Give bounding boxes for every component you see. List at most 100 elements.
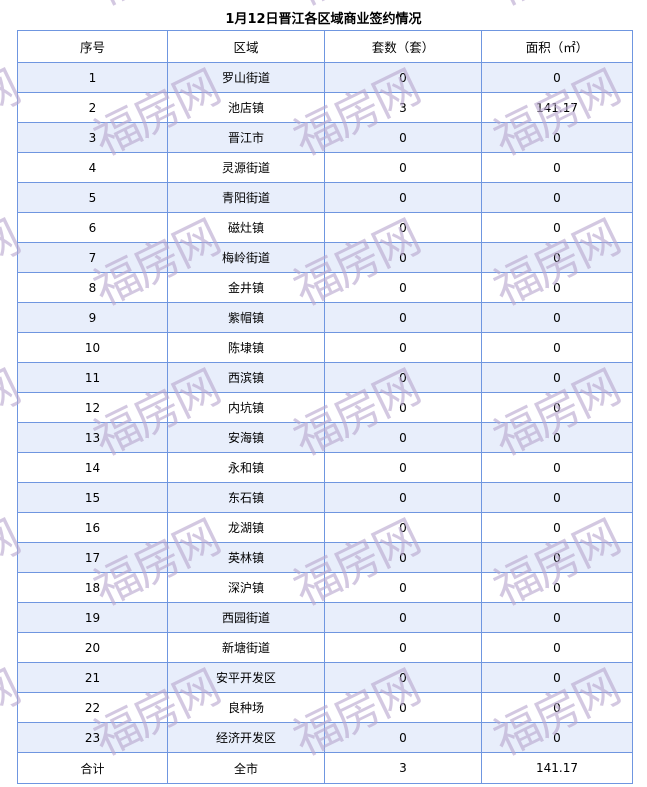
cell-index: 5 xyxy=(17,182,168,213)
cell-size: 0 xyxy=(481,602,633,633)
cell-units: 0 xyxy=(324,272,482,303)
cell-index: 12 xyxy=(17,392,168,423)
cell-area: 晋江市 xyxy=(167,122,325,153)
cell-size: 0 xyxy=(481,362,633,393)
cell-size: 141.17 xyxy=(481,92,633,123)
cell-area: 陈埭镇 xyxy=(167,332,325,363)
cell-size: 0 xyxy=(481,182,633,213)
cell-units: 0 xyxy=(324,542,482,573)
total-cell-units: 3 xyxy=(324,752,482,784)
cell-index: 9 xyxy=(17,302,168,333)
total-cell-size: 141.17 xyxy=(481,752,633,784)
cell-area: 罗山街道 xyxy=(167,62,325,93)
cell-index: 20 xyxy=(17,632,168,663)
cell-units: 0 xyxy=(324,452,482,483)
cell-units: 0 xyxy=(324,152,482,183)
cell-units: 0 xyxy=(324,362,482,393)
table-total-row: 合计 全市 3 141.17 xyxy=(17,752,633,784)
table-row: 13 安海镇 0 0 xyxy=(17,422,633,453)
cell-area: 紫帽镇 xyxy=(167,302,325,333)
cell-units: 0 xyxy=(324,692,482,723)
cell-index: 21 xyxy=(17,662,168,693)
table-row: 10 陈埭镇 0 0 xyxy=(17,332,633,363)
cell-units: 0 xyxy=(324,182,482,213)
cell-units: 0 xyxy=(324,62,482,93)
cell-index: 7 xyxy=(17,242,168,273)
cell-index: 23 xyxy=(17,722,168,753)
table-row: 23 经济开发区 0 0 xyxy=(17,722,633,753)
table-row: 20 新塘街道 0 0 xyxy=(17,632,633,663)
cell-size: 0 xyxy=(481,212,633,243)
cell-size: 0 xyxy=(481,692,633,723)
cell-size: 0 xyxy=(481,572,633,603)
table-row: 7 梅岭街道 0 0 xyxy=(17,242,633,273)
column-header-area: 区域 xyxy=(167,30,325,63)
cell-units: 0 xyxy=(324,602,482,633)
cell-size: 0 xyxy=(481,512,633,543)
cell-index: 10 xyxy=(17,332,168,363)
table-row: 22 良种场 0 0 xyxy=(17,692,633,723)
cell-area: 金井镇 xyxy=(167,272,325,303)
cell-size: 0 xyxy=(481,62,633,93)
table-row: 19 西园街道 0 0 xyxy=(17,602,633,633)
cell-size: 0 xyxy=(481,422,633,453)
cell-area: 内坑镇 xyxy=(167,392,325,423)
cell-area: 梅岭街道 xyxy=(167,242,325,273)
cell-area: 英林镇 xyxy=(167,542,325,573)
cell-index: 3 xyxy=(17,122,168,153)
cell-index: 6 xyxy=(17,212,168,243)
table-row: 3 晋江市 0 0 xyxy=(17,122,633,153)
cell-index: 19 xyxy=(17,602,168,633)
cell-size: 0 xyxy=(481,482,633,513)
cell-units: 0 xyxy=(324,332,482,363)
cell-index: 13 xyxy=(17,422,168,453)
cell-size: 0 xyxy=(481,392,633,423)
cell-area: 西园街道 xyxy=(167,602,325,633)
cell-size: 0 xyxy=(481,332,633,363)
cell-units: 0 xyxy=(324,422,482,453)
table-row: 12 内坑镇 0 0 xyxy=(17,392,633,423)
cell-area: 新塘街道 xyxy=(167,632,325,663)
cell-index: 4 xyxy=(17,152,168,183)
cell-index: 17 xyxy=(17,542,168,573)
cell-units: 0 xyxy=(324,482,482,513)
table-row: 1 罗山街道 0 0 xyxy=(17,62,633,93)
cell-size: 0 xyxy=(481,542,633,573)
table-row: 2 池店镇 3 141.17 xyxy=(17,92,633,123)
cell-size: 0 xyxy=(481,242,633,273)
cell-area: 深沪镇 xyxy=(167,572,325,603)
cell-units: 0 xyxy=(324,302,482,333)
cell-index: 1 xyxy=(17,62,168,93)
cell-units: 0 xyxy=(324,392,482,423)
total-cell-index: 合计 xyxy=(17,752,168,784)
cell-size: 0 xyxy=(481,152,633,183)
cell-index: 15 xyxy=(17,482,168,513)
table-row: 6 磁灶镇 0 0 xyxy=(17,212,633,243)
signing-table: 序号 区域 套数（套） 面积（㎡） 1 罗山街道 0 0 2 池店镇 3 141.17 3 晋江市 0 0 4 灵… xyxy=(17,30,633,784)
cell-area: 安平开发区 xyxy=(167,662,325,693)
table-row: 4 灵源街道 0 0 xyxy=(17,152,633,183)
cell-area: 青阳街道 xyxy=(167,182,325,213)
cell-area: 永和镇 xyxy=(167,452,325,483)
cell-units: 0 xyxy=(324,122,482,153)
cell-index: 8 xyxy=(17,272,168,303)
cell-index: 22 xyxy=(17,692,168,723)
cell-index: 18 xyxy=(17,572,168,603)
cell-units: 0 xyxy=(324,212,482,243)
cell-index: 11 xyxy=(17,362,168,393)
cell-units: 0 xyxy=(324,662,482,693)
cell-index: 2 xyxy=(17,92,168,123)
table-row: 15 东石镇 0 0 xyxy=(17,482,633,513)
table-row: 9 紫帽镇 0 0 xyxy=(17,302,633,333)
cell-area: 良种场 xyxy=(167,692,325,723)
column-header-size: 面积（㎡） xyxy=(481,30,633,63)
table-row: 18 深沪镇 0 0 xyxy=(17,572,633,603)
cell-index: 14 xyxy=(17,452,168,483)
cell-area: 经济开发区 xyxy=(167,722,325,753)
cell-area: 龙湖镇 xyxy=(167,512,325,543)
cell-size: 0 xyxy=(481,632,633,663)
cell-area: 西滨镇 xyxy=(167,362,325,393)
column-header-units: 套数（套） xyxy=(324,30,482,63)
cell-size: 0 xyxy=(481,302,633,333)
table-row: 11 西滨镇 0 0 xyxy=(17,362,633,393)
